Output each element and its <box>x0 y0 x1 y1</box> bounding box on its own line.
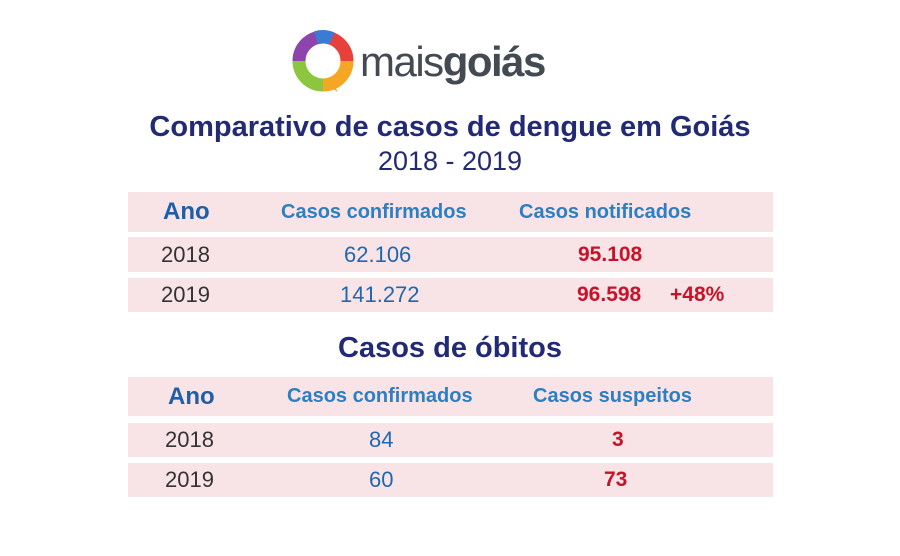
header-confirmed: Casos confirmados <box>287 385 473 407</box>
header-confirmed: Casos confirmados <box>281 200 467 223</box>
row-confirmed: 141.272 <box>340 282 420 307</box>
row-confirmed: 60 <box>369 467 394 492</box>
deaths-section-title: Casos de óbitos <box>338 332 562 364</box>
header-suspected: Casos suspeitos <box>533 385 692 407</box>
header-notified: Casos notificados <box>519 200 692 223</box>
header-year: Ano <box>168 382 215 410</box>
maisgoias-logo: maisgoiás <box>292 30 572 92</box>
row-year: 2019 <box>161 282 210 307</box>
dengue-header-row: Ano Casos confirmados Casos notificados <box>128 192 773 232</box>
header-year: Ano <box>163 198 210 225</box>
row-confirmed: 84 <box>369 427 394 452</box>
logo-text-bold: goiás <box>442 38 547 85</box>
logo-wordmark: maisgoiás <box>360 38 547 86</box>
table-row: 2018 62.106 95.108 <box>128 237 773 272</box>
row-year: 2018 <box>161 241 210 267</box>
change-badge: +48% <box>670 283 725 306</box>
row-notified: 95.108 <box>578 242 643 266</box>
page-title: Comparativo de casos de dengue em Goiás <box>149 111 751 143</box>
page-subtitle: 2018 - 2019 <box>377 146 523 176</box>
row-year: 2018 <box>165 427 214 452</box>
logo-ring-icon <box>292 30 354 92</box>
row-notified: 96.598 <box>577 283 642 306</box>
row-suspected: 3 <box>612 428 624 451</box>
row-year: 2019 <box>165 467 214 492</box>
table-row: 2019 141.272 96.598 +48% <box>128 278 773 312</box>
table-row: 2018 84 3 <box>128 423 773 457</box>
logo-text-light: mais <box>360 38 444 85</box>
row-confirmed: 62.106 <box>344 241 412 267</box>
table-row: 2019 60 73 <box>128 463 773 497</box>
row-suspected: 73 <box>604 468 628 491</box>
deaths-header-row: Ano Casos confirmados Casos suspeitos <box>128 377 773 416</box>
